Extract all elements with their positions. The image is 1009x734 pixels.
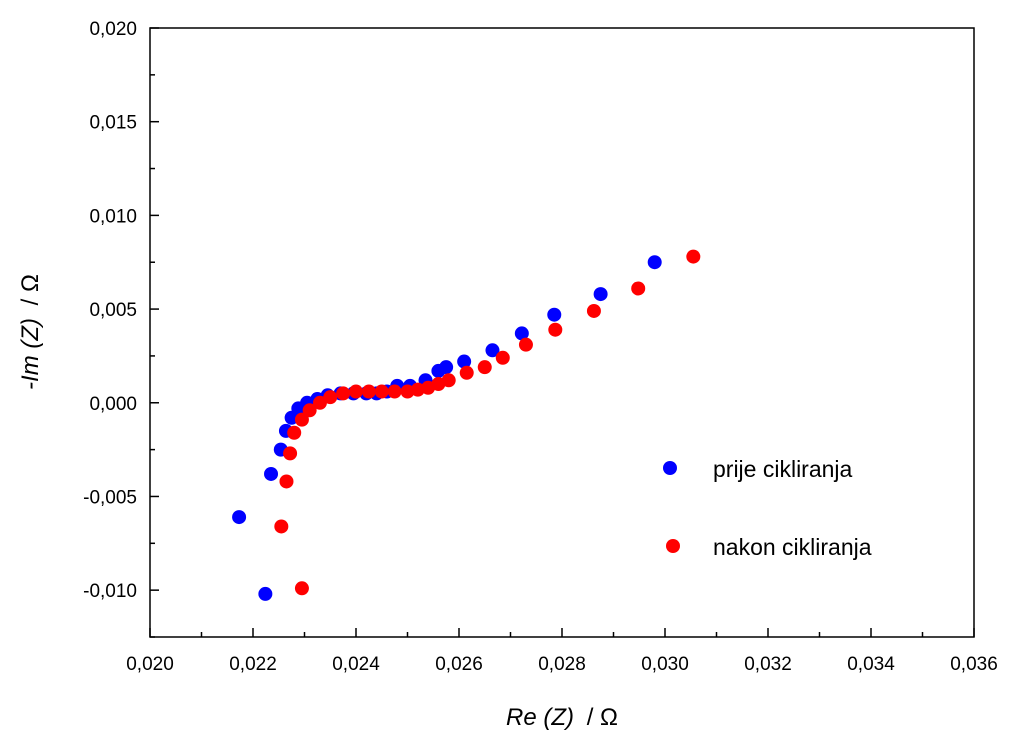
data-point xyxy=(312,395,327,410)
data-point xyxy=(374,384,389,399)
data-point xyxy=(302,403,317,418)
data-point xyxy=(647,255,662,270)
legend-marker-nakon xyxy=(666,539,680,553)
data-point xyxy=(294,412,309,427)
data-point xyxy=(593,287,608,302)
data-point xyxy=(457,354,472,369)
data-point xyxy=(294,581,309,596)
data-point xyxy=(547,307,562,322)
data-point xyxy=(548,322,563,337)
y-tick-label: -0,010 xyxy=(83,581,137,602)
x-tick-label: 0,020 xyxy=(126,654,174,675)
data-point xyxy=(349,384,363,399)
y-tick-label: 0,015 xyxy=(89,113,137,134)
y-axis-ticks: -0,010 -0,005 0,000 0,005 0,010 0,015 0,020 xyxy=(83,19,159,638)
x-tick-label: 0,024 xyxy=(332,654,380,675)
x-axis-title-unit: / Ω xyxy=(587,704,618,731)
y-tick-label: -0,005 xyxy=(83,487,137,508)
x-tick-label: 0,030 xyxy=(641,654,689,675)
data-point xyxy=(274,519,289,534)
data-point xyxy=(441,373,456,388)
x-tick-label: 0,022 xyxy=(229,654,277,675)
data-point xyxy=(477,360,492,375)
x-tick-label: 0,032 xyxy=(744,654,792,675)
x-axis-title: Re (Z) / Ω xyxy=(506,704,618,731)
data-point xyxy=(258,586,273,601)
data-point xyxy=(485,343,500,358)
y-tick-label: 0,020 xyxy=(89,19,137,40)
y-tick-label: 0,005 xyxy=(89,300,137,321)
legend-marker-prije xyxy=(663,461,677,475)
data-point xyxy=(459,365,474,380)
legend-label-nakon: nakon cikliranja xyxy=(713,534,872,560)
data-point xyxy=(495,350,510,365)
data-point xyxy=(387,384,402,399)
x-axis-ticks: 0,020 0,022 0,024 0,026 0,028 0,030 0,032 0,034… xyxy=(126,628,998,675)
data-point xyxy=(336,386,351,401)
series-nakon-cikliranja xyxy=(274,249,701,596)
y-tick-label: 0,010 xyxy=(89,206,137,227)
data-point xyxy=(686,249,701,264)
data-point xyxy=(631,281,646,296)
y-axis-title-main: -Im (Z) xyxy=(17,318,44,390)
y-axis-title-unit: / Ω xyxy=(17,274,44,305)
data-point xyxy=(287,425,302,440)
data-point xyxy=(232,510,247,525)
data-point xyxy=(361,384,376,399)
x-tick-label: 0,034 xyxy=(847,654,895,675)
data-point xyxy=(439,360,454,375)
x-tick-label: 0,036 xyxy=(950,654,998,675)
y-axis-title: -Im (Z) / Ω xyxy=(17,274,44,390)
x-tick-label: 0,026 xyxy=(435,654,483,675)
data-point xyxy=(514,326,529,341)
data-point xyxy=(264,466,279,481)
data-point xyxy=(586,303,601,318)
legend: prije cikliranja nakon cikliranja xyxy=(663,456,872,560)
y-tick-label: 0,000 xyxy=(89,394,137,415)
data-point xyxy=(279,474,294,489)
data-point xyxy=(518,337,533,352)
x-tick-label: 0,028 xyxy=(538,654,586,675)
legend-label-prije: prije cikliranja xyxy=(713,456,853,482)
data-point xyxy=(323,390,338,405)
x-axis-title-main: Re (Z) xyxy=(506,704,574,731)
data-point xyxy=(283,446,298,461)
data-points xyxy=(232,249,701,601)
